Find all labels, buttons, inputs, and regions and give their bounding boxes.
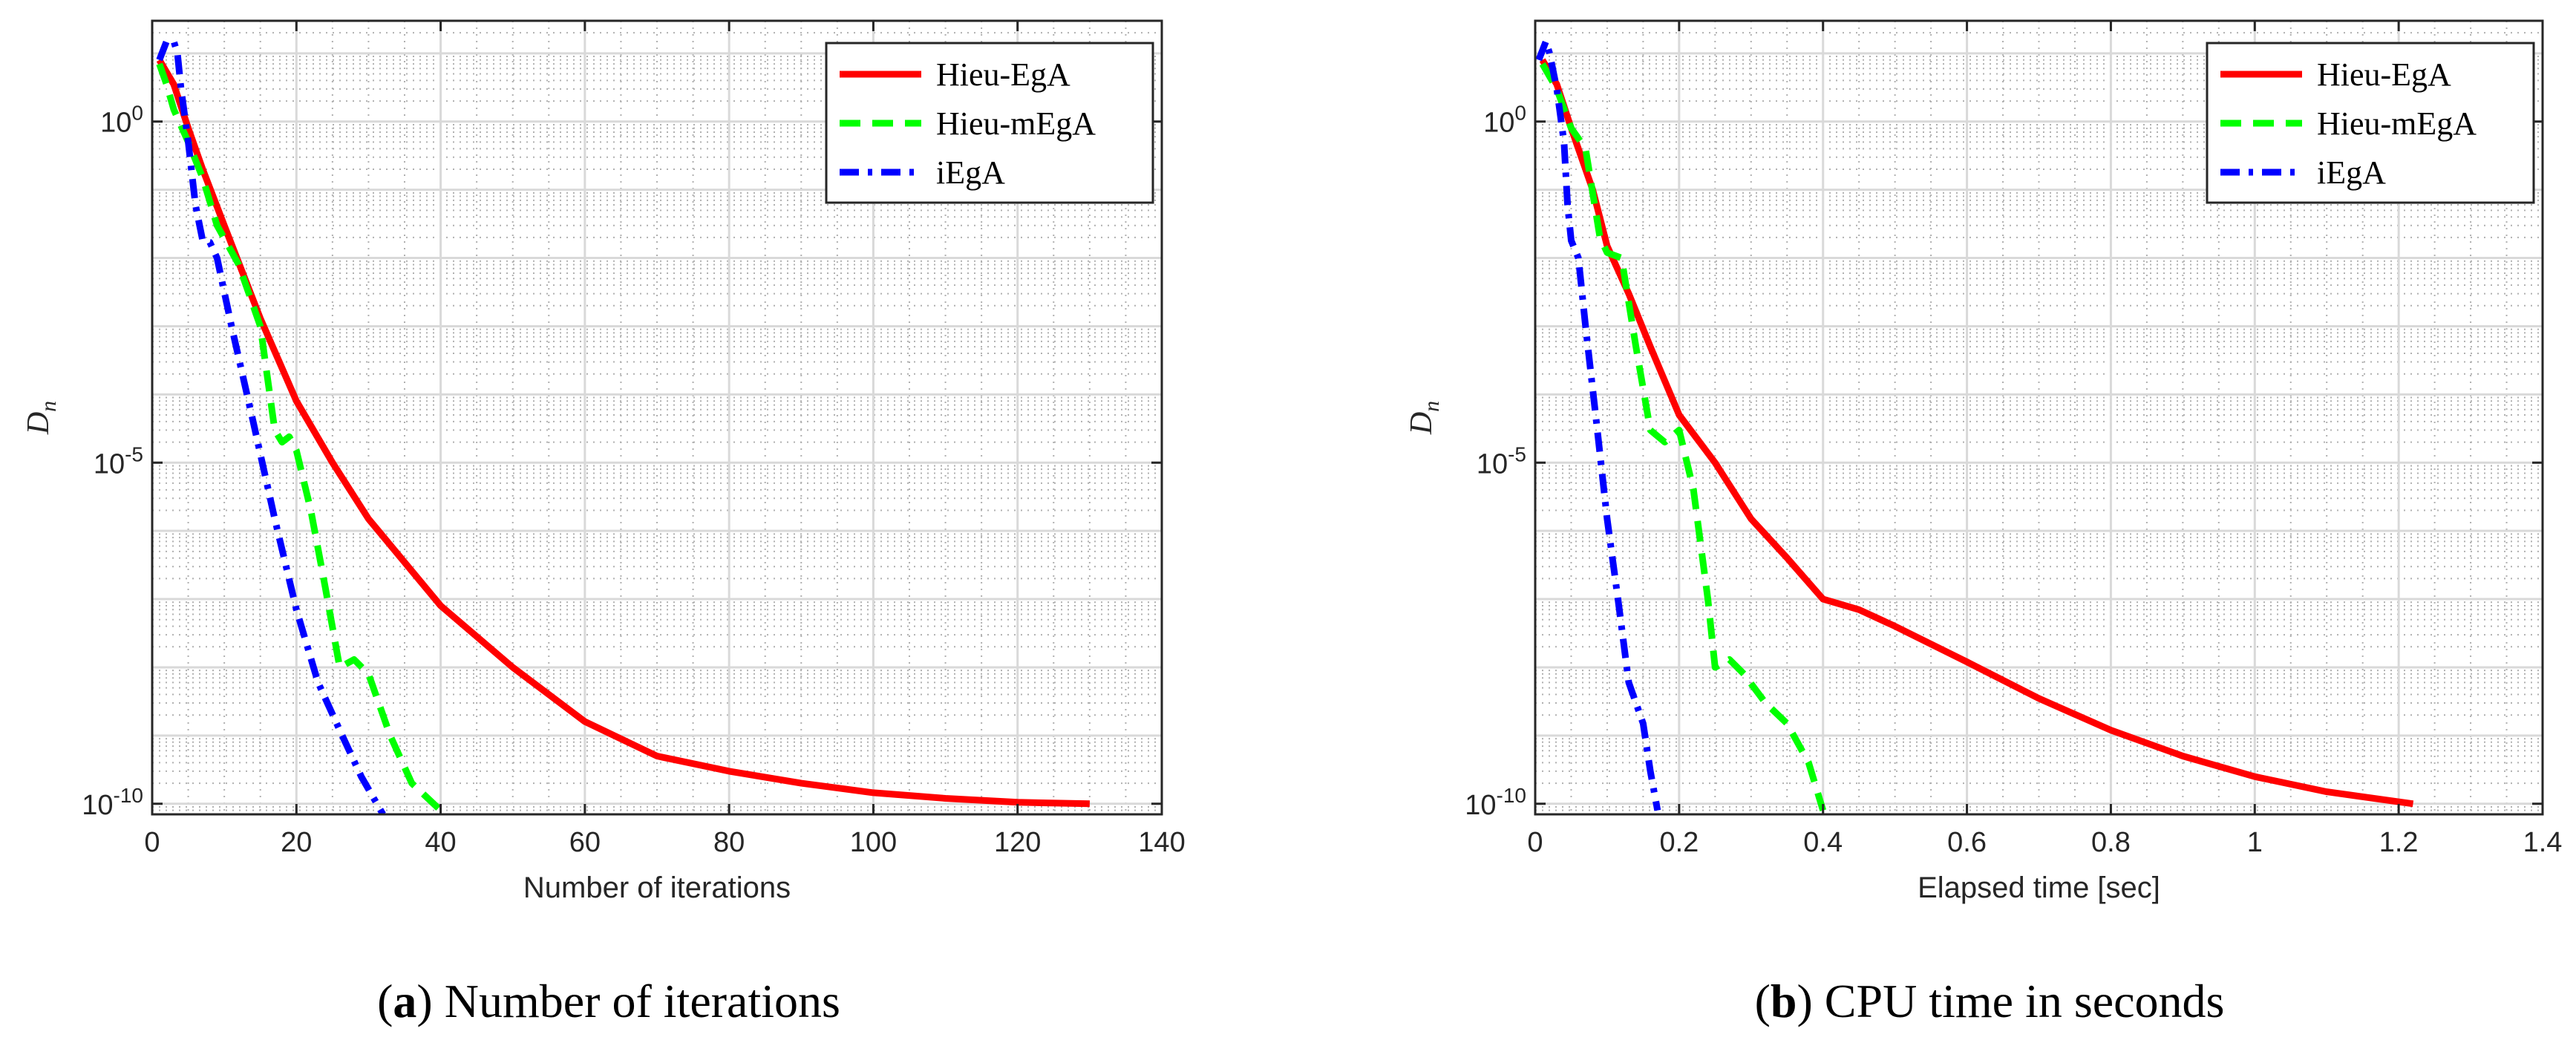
legend: Hieu-EgA Hieu-mEgA iEgA <box>825 42 1154 204</box>
y-axis-label: Dn <box>22 401 61 435</box>
series-line-hieu-mega <box>156 62 443 813</box>
series-line-hieu-mega <box>1539 62 1827 811</box>
y-tick-label: 10-5 <box>1477 442 1526 480</box>
series-line-iega <box>1535 38 1661 811</box>
legend-label: Hieu-mEgA <box>936 105 1096 142</box>
x-tick-label: 140 <box>1138 827 1185 858</box>
x-tick-label: 120 <box>994 827 1041 858</box>
series-line-hieu-ega <box>1539 58 2414 808</box>
chart-caption: (a) Number of iterations <box>377 975 840 1027</box>
legend: Hieu-EgA Hieu-mEgA iEgA <box>2206 42 2535 204</box>
x-tick-label: 0.4 <box>1803 827 1843 858</box>
legend-label: iEgA <box>2317 154 2386 191</box>
x-tick-label: 0 <box>1527 827 1543 858</box>
x-tick-label: 1.2 <box>2379 827 2419 858</box>
x-axis-label: Number of iterations <box>523 871 791 904</box>
x-tick-label: 0.8 <box>2091 827 2131 858</box>
x-tick-label: 80 <box>713 827 745 858</box>
x-tick-label: 100 <box>850 827 897 858</box>
x-tick-label: 40 <box>425 827 456 858</box>
x-tick-label: 0.2 <box>1659 827 1699 858</box>
chart-panel-a: 0 20 40 60 80 100 120 140 100 10-5 10-10 Number of … <box>22 19 1186 1027</box>
axes-box <box>151 19 1163 816</box>
y-axis-label: Dn <box>1405 401 1444 435</box>
grid <box>1534 21 2544 814</box>
x-tick-label: 1.4 <box>2523 827 2563 858</box>
y-tick-label: 10-10 <box>1465 784 1526 821</box>
x-tick-label: 0.6 <box>1947 827 1987 858</box>
chart-panel-b: 0 0.2 0.4 0.6 0.8 1 1.2 1.4 100 10-5 10-10 Elapsed … <box>1405 19 2562 1027</box>
y-tick-label: 100 <box>1483 102 1526 139</box>
axes-box <box>1534 19 2544 816</box>
x-tick-label: 20 <box>281 827 312 858</box>
ticks: 0 20 40 60 80 100 120 140 100 10-5 10-10 <box>82 21 1186 858</box>
series-group <box>156 38 1090 814</box>
chart-caption: (b) CPU time in seconds <box>1755 975 2225 1027</box>
x-axis-label: Elapsed time [sec] <box>1918 871 2160 904</box>
legend-label: iEgA <box>936 154 1005 191</box>
series-group <box>1535 38 2414 811</box>
legend-label: Hieu-EgA <box>2317 56 2451 93</box>
ticks: 0 0.2 0.4 0.6 0.8 1 1.2 1.4 100 10-5 10-10 <box>1465 21 2562 858</box>
x-tick-label: 1 <box>2247 827 2263 858</box>
y-tick-label: 10-5 <box>94 442 143 480</box>
x-tick-label: 60 <box>569 827 601 858</box>
y-tick-label: 100 <box>100 102 143 139</box>
legend-label: Hieu-EgA <box>936 56 1070 93</box>
x-tick-label: 0 <box>144 827 160 858</box>
legend-label: Hieu-mEgA <box>2317 105 2477 142</box>
y-tick-label: 10-10 <box>82 784 143 821</box>
